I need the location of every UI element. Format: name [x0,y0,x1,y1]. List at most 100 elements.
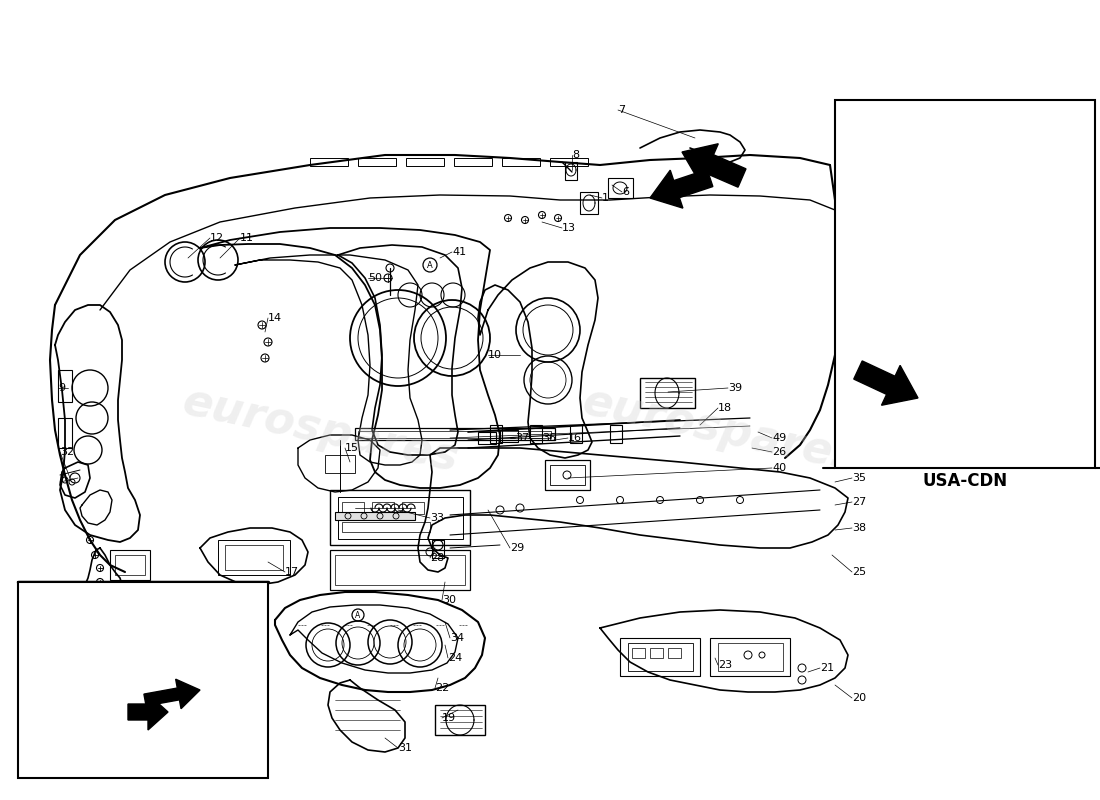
Text: 47: 47 [880,213,894,223]
Text: 12: 12 [210,233,224,243]
Text: 21: 21 [820,663,834,673]
Bar [1000,198,1020,213]
Text: 42: 42 [155,645,169,655]
Bar [632,648,645,658]
Text: 8: 8 [572,150,579,160]
Text: 46: 46 [968,313,982,323]
Bar [608,178,632,198]
Text: 30: 30 [442,595,456,605]
Text: 4: 4 [140,617,147,627]
Text: 34: 34 [450,633,464,643]
Text: GD: GD [128,588,158,606]
Text: 24: 24 [448,653,462,663]
Bar [324,455,355,473]
Bar [580,192,598,214]
Bar [610,425,621,443]
Bar [628,643,693,671]
Text: 42: 42 [158,653,173,663]
Text: 5: 5 [158,617,165,627]
Text: 31: 31 [398,743,412,753]
Bar [710,638,790,676]
Text: 3: 3 [118,617,125,627]
Bar [835,100,1094,468]
Bar [58,418,72,448]
Text: 11: 11 [240,233,254,243]
Text: 37: 37 [515,433,529,443]
Bar [358,158,396,166]
Bar [530,425,542,443]
Bar [718,643,783,671]
Bar [372,502,394,514]
Bar [945,125,970,145]
Text: 48: 48 [912,207,926,217]
Text: 32: 32 [60,447,74,457]
Text: 43: 43 [918,263,932,273]
Bar [342,522,430,532]
Text: 40: 40 [772,463,786,473]
Bar [432,540,444,558]
Text: 16: 16 [568,433,582,443]
Text: 23: 23 [718,660,733,670]
Bar [550,158,588,166]
Bar [110,550,150,580]
Bar [640,378,695,408]
Text: 50: 50 [368,273,382,283]
Text: 38: 38 [852,523,866,533]
Text: 36: 36 [542,433,556,443]
Text: A: A [355,610,361,619]
Bar [310,158,348,166]
Text: 14: 14 [268,313,282,323]
Text: 33: 33 [430,513,444,523]
Bar [544,460,590,490]
Text: 17: 17 [285,567,299,577]
Text: 2: 2 [100,617,107,627]
Bar [977,153,997,191]
Text: 22: 22 [434,683,449,693]
Bar [338,497,463,539]
Polygon shape [682,144,746,187]
Text: 25: 25 [852,567,866,577]
Text: 10: 10 [488,350,502,360]
Bar [570,425,582,443]
Bar [940,120,975,150]
Text: 44: 44 [970,343,985,353]
Bar [402,502,424,514]
Bar [358,431,551,438]
Bar [226,545,283,570]
Text: 6: 6 [621,187,629,197]
Text: 19: 19 [442,713,456,723]
Text: 15: 15 [345,443,359,453]
Bar [58,370,72,402]
Bar [502,158,540,166]
Text: 49: 49 [772,433,786,443]
Bar [336,512,415,520]
Bar [620,638,700,676]
Bar [342,502,364,514]
Text: 39: 39 [728,383,743,393]
Text: 1: 1 [602,193,609,203]
Text: 9: 9 [58,383,65,393]
Bar [550,465,585,485]
Bar [116,555,145,575]
Text: 7: 7 [618,105,625,115]
Text: A: A [427,261,433,270]
Bar [500,430,518,442]
Bar [434,705,485,735]
Text: 20: 20 [852,693,866,703]
Bar [330,550,470,590]
Bar [355,428,556,440]
Bar [650,648,663,658]
Bar [668,648,681,658]
Bar [972,148,1002,196]
Bar [490,425,502,443]
Text: 29: 29 [510,543,525,553]
Polygon shape [128,694,168,730]
Text: 41: 41 [452,247,466,257]
Text: eurospares: eurospares [178,380,462,480]
Text: 13: 13 [562,223,576,233]
Text: 18: 18 [718,403,733,413]
Bar [565,162,578,180]
Text: 26: 26 [772,447,786,457]
Text: 28: 28 [430,553,444,563]
Bar [60,660,100,705]
